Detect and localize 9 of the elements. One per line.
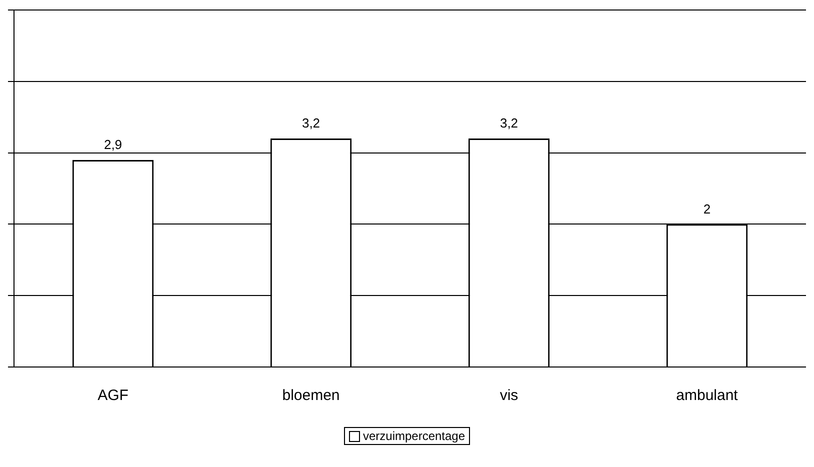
x-tick-label: ambulant	[676, 387, 739, 404]
data-label: 3,2	[302, 116, 320, 131]
x-tick-label: AGF	[98, 387, 128, 404]
data-label: 3,2	[500, 116, 518, 131]
text: verzuimpercentage	[362, 429, 466, 443]
x-tick-label: bloemen	[282, 387, 340, 404]
data-label: 2	[703, 201, 711, 216]
data-label: 2,9	[104, 137, 122, 152]
x-tick-label: vis	[500, 387, 518, 404]
